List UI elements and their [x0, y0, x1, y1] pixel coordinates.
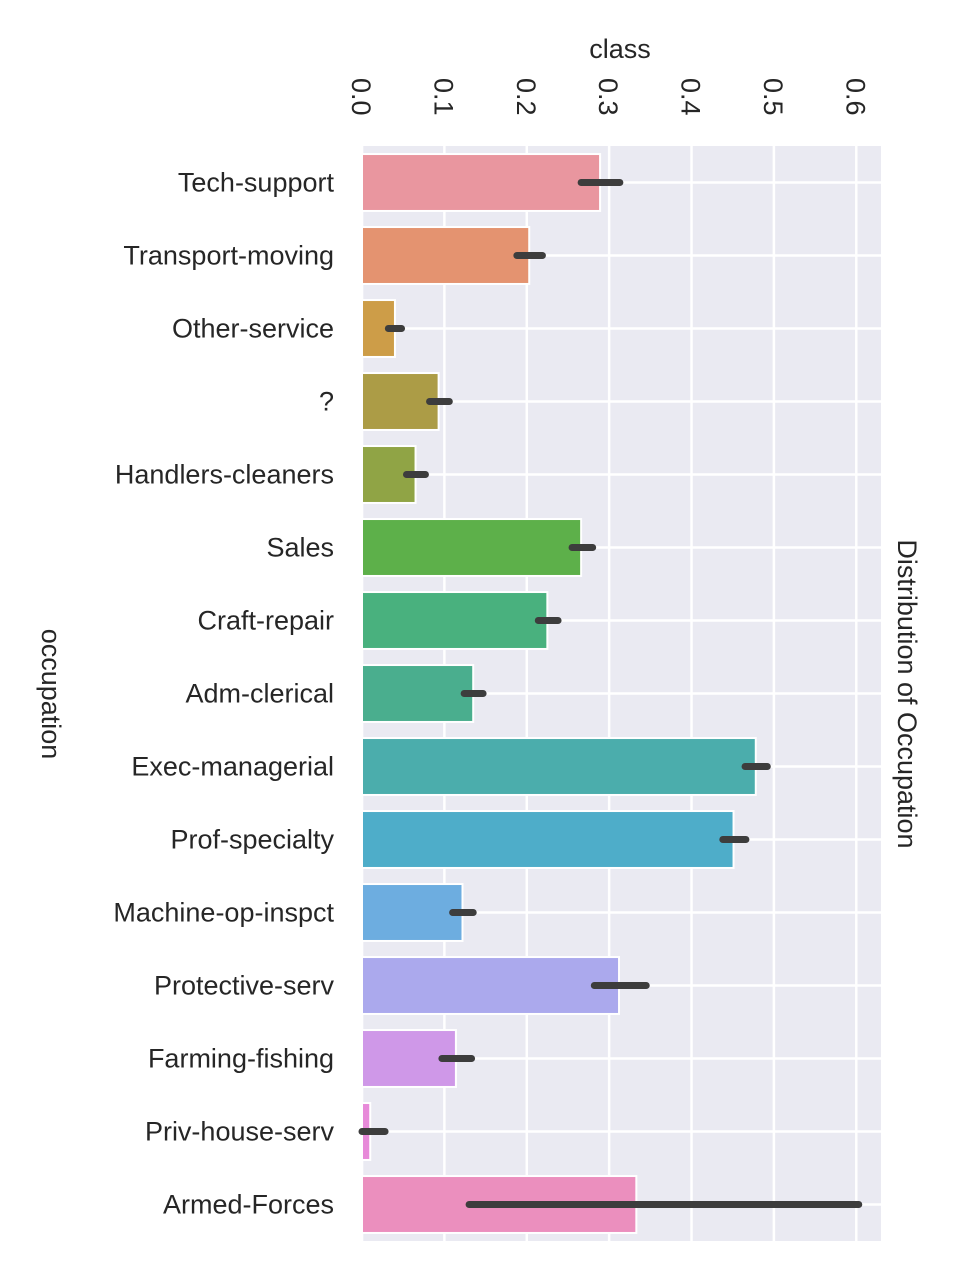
y-tick-label: Handlers-cleaners	[115, 460, 334, 490]
chart-title: Distribution of Occupation	[892, 539, 922, 848]
bar	[361, 226, 531, 285]
x-tick-label: 0.6	[840, 78, 870, 116]
bar	[361, 810, 735, 869]
x-tick-label: 0.5	[758, 78, 788, 116]
x-tick-label: 0.3	[593, 78, 623, 116]
bar	[361, 664, 475, 723]
error-bars	[358, 179, 863, 1208]
y-axis-label: occupation	[36, 629, 66, 760]
bars	[361, 153, 757, 1234]
x-axis-label: class	[589, 34, 651, 64]
bar	[361, 956, 621, 1015]
bar	[361, 153, 602, 212]
x-tick-label: 0.0	[346, 78, 376, 116]
y-tick-label: Armed-Forces	[163, 1190, 334, 1220]
y-tick-label: Protective-serv	[154, 971, 335, 1001]
y-tick-label: Prof-specialty	[170, 825, 334, 855]
x-tick-label: 0.1	[428, 78, 458, 116]
bar	[361, 737, 757, 796]
x-tick-label: 0.4	[676, 78, 706, 116]
y-tick-label: Craft-repair	[197, 606, 334, 636]
y-tick-label: ?	[319, 387, 334, 417]
bar	[361, 883, 464, 942]
y-tick-label: Tech-support	[178, 168, 335, 198]
y-tick-label: Priv-house-serv	[145, 1117, 335, 1147]
y-tick-label: Other-service	[172, 314, 334, 344]
bar	[361, 518, 583, 577]
y-tick-label: Machine-op-inspct	[113, 898, 334, 928]
bar	[361, 372, 440, 431]
x-tick-labels: 0.0 0.1 0.2 0.3 0.4 0.5 0.6	[346, 78, 870, 116]
y-tick-label: Transport-moving	[123, 241, 334, 271]
y-tick-label: Exec-managerial	[131, 752, 334, 782]
y-tick-label: Sales	[266, 533, 334, 563]
y-tick-label: Adm-clerical	[185, 679, 334, 709]
y-tick-label: Farming-fishing	[148, 1044, 334, 1074]
x-tick-label: 0.2	[511, 78, 541, 116]
bar	[361, 591, 549, 650]
y-tick-labels: Tech-support Transport-moving Other-servic…	[113, 168, 334, 1220]
